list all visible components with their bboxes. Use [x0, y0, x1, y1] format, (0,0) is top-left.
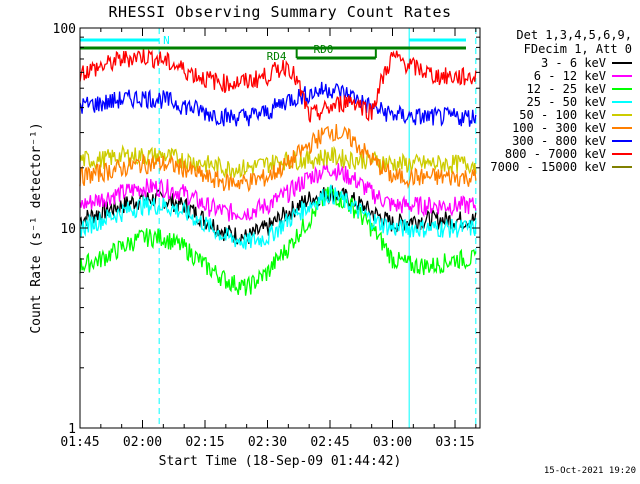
legend-label: 50 - 100 keV	[519, 107, 606, 122]
legend-swatch	[612, 126, 632, 129]
series-line	[79, 144, 477, 179]
legend-swatch	[612, 152, 632, 155]
x-tick-label: 03:00	[373, 435, 412, 450]
legend-swatch	[612, 87, 632, 90]
legend-label: 300 - 800 keV	[512, 133, 606, 148]
y-axis-label: Count Rate (s⁻¹ detector⁻¹)	[29, 122, 44, 333]
legend-swatch	[612, 100, 632, 103]
legend-swatch	[612, 113, 632, 116]
y-tick-label: 1	[68, 422, 76, 437]
legend-entry: 100 - 300 keV	[478, 120, 638, 135]
x-tick-label: 03:15	[435, 435, 474, 450]
series-line	[79, 186, 477, 296]
legend-entry: 25 - 50 keV	[478, 94, 638, 109]
x-tick-label: 02:15	[185, 435, 224, 450]
chart-title: RHESSI Observing Summary Count Rates	[108, 3, 452, 21]
legend-label: 25 - 50 keV	[526, 94, 606, 109]
legend-label: 7000 - 15000 keV	[490, 159, 606, 174]
x-tick-label: 02:00	[123, 435, 162, 450]
legend-entry: 50 - 100 keV	[478, 107, 638, 122]
series-line	[79, 81, 477, 127]
series-line	[79, 162, 477, 222]
legend-entry: 6 - 12 keV	[478, 68, 638, 83]
legend-label: 100 - 300 keV	[512, 120, 606, 135]
legend-swatch	[612, 74, 632, 77]
saa-flag-label: RD4	[267, 50, 287, 63]
legend-entry: 12 - 25 keV	[478, 81, 638, 96]
x-tick-label: 01:45	[60, 435, 99, 450]
series-line	[79, 124, 477, 193]
x-tick-label: 02:30	[248, 435, 287, 450]
legend-label: 800 - 7000 keV	[504, 146, 606, 161]
saa-flag-label: RD0	[314, 43, 334, 56]
night-flag-label: N	[163, 34, 170, 47]
timestamp: 15-Oct-2021 19:20	[543, 466, 636, 476]
y-tick-label: 10	[60, 222, 76, 237]
legend-swatch	[612, 165, 632, 168]
legend-entry: 7000 - 15000 keV	[478, 159, 638, 174]
legend-entry: 800 - 7000 keV	[478, 146, 638, 161]
legend-label: 6 - 12 keV	[533, 68, 606, 83]
y-tick-label: 100	[53, 22, 76, 37]
legend-entry: 300 - 800 keV	[478, 133, 638, 148]
legend-label: 3 - 6 keV	[540, 55, 606, 70]
legend-header-line-2: FDecim 1, Att 0	[523, 42, 632, 56]
legend-swatch	[612, 61, 632, 64]
legend-label: 12 - 25 keV	[526, 81, 606, 96]
x-tick-label: 02:45	[310, 435, 349, 450]
legend: Det 1,3,4,5,6,9, FDecim 1, Att 0 3 - 6 k…	[478, 28, 638, 174]
x-axis-label: Start Time (18-Sep-09 01:44:42)	[158, 454, 402, 469]
series-line	[79, 184, 477, 250]
legend-entry: 3 - 6 keV	[478, 55, 638, 70]
legend-header-line-1: Det 1,3,4,5,6,9,	[516, 28, 632, 42]
legend-swatch	[612, 139, 632, 142]
series-line	[79, 48, 477, 123]
